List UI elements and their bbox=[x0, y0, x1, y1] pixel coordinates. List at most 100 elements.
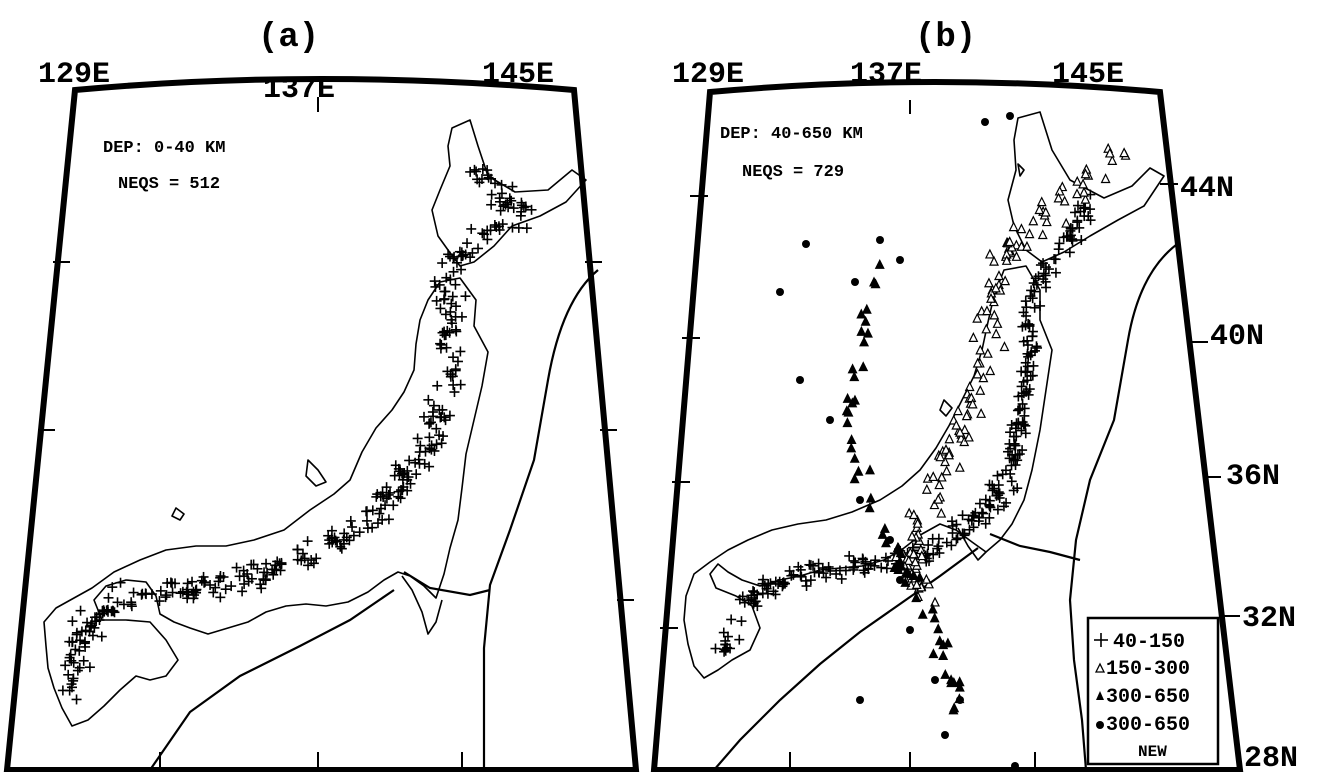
earthquake-plus bbox=[455, 346, 466, 357]
earthquake-plus bbox=[448, 266, 459, 277]
earthquake-plus bbox=[435, 303, 446, 314]
earthquake-plus bbox=[437, 258, 448, 269]
earthquake-filled-triangle bbox=[917, 608, 928, 619]
earthquake-filled-triangle bbox=[847, 363, 858, 374]
earthquake-plus bbox=[720, 645, 731, 656]
earthquake-plus bbox=[746, 590, 757, 601]
earthquake-plus bbox=[303, 560, 314, 571]
earthquake-plus bbox=[347, 522, 358, 533]
earthquake-plus bbox=[1053, 244, 1064, 255]
earthquake-plus bbox=[372, 518, 383, 529]
earthquake-plus bbox=[335, 541, 346, 552]
earthquake-plus bbox=[968, 522, 979, 533]
panel-a: (a) 129E 137E 145E DEP: 0-40 KM NEQS = 5… bbox=[3, 19, 640, 772]
earthquake-open-triangle bbox=[940, 456, 951, 467]
earthquake-plus bbox=[460, 291, 471, 302]
earthquake-dot bbox=[856, 496, 864, 504]
earthquake-plus bbox=[445, 369, 456, 380]
earthquake-plus bbox=[1029, 345, 1040, 356]
earthquake-open-triangle bbox=[991, 328, 1002, 339]
earthquake-plus bbox=[880, 552, 891, 563]
earthquake-plus bbox=[451, 301, 462, 312]
earthquake-plus bbox=[302, 536, 313, 547]
earthquake-plus bbox=[361, 515, 372, 526]
earthquake-plus bbox=[1027, 331, 1038, 342]
earthquake-plus bbox=[103, 592, 114, 603]
earthquake-plus bbox=[418, 411, 429, 422]
earthquake-plus bbox=[74, 662, 85, 673]
earthquake-open-triangle bbox=[1034, 204, 1045, 215]
earthquake-open-triangle bbox=[908, 548, 919, 559]
earthquake-plus bbox=[850, 557, 861, 568]
earthquake-plus bbox=[94, 615, 105, 626]
earthquake-plus bbox=[439, 330, 450, 341]
earthquake-plus bbox=[259, 567, 270, 578]
earthquake-filled-triangle bbox=[928, 648, 939, 659]
earthquake-plus bbox=[825, 565, 836, 576]
earthquake-plus bbox=[447, 291, 458, 302]
earthquake-filled-triangle bbox=[929, 612, 940, 623]
earthquake-open-triangle bbox=[944, 449, 955, 460]
earthquake-plus bbox=[1072, 200, 1083, 211]
earthquake-plus bbox=[456, 264, 467, 275]
earthquake-dot bbox=[1006, 112, 1014, 120]
earthquake-plus bbox=[1016, 366, 1027, 377]
earthquake-plus bbox=[447, 371, 458, 382]
earthquake-plus bbox=[395, 493, 406, 504]
earthquake-plus bbox=[876, 562, 887, 573]
earthquake-open-triangle bbox=[929, 499, 940, 510]
earthquake-open-triangle bbox=[986, 292, 996, 303]
earthquake-plus bbox=[188, 593, 199, 604]
earthquake-plus bbox=[1065, 230, 1076, 241]
earthquake-plus bbox=[1022, 375, 1033, 386]
earthquake-plus bbox=[323, 530, 334, 541]
earthquake-filled-triangle bbox=[954, 681, 965, 692]
earthquake-plus bbox=[1067, 223, 1078, 234]
earthquake-plus bbox=[97, 608, 108, 619]
earthquake-plus bbox=[450, 324, 461, 335]
earthquake-open-triangle bbox=[935, 451, 946, 462]
panel-a-earthquakes bbox=[57, 164, 537, 705]
earthquake-plus bbox=[154, 596, 165, 607]
earthquake-plus bbox=[276, 559, 287, 570]
earthquake-plus bbox=[231, 562, 242, 573]
panel-b-depth-range: DEP: 40-650 KM bbox=[720, 125, 863, 144]
earthquake-plus bbox=[448, 352, 459, 363]
earthquake-plus bbox=[243, 576, 254, 587]
earthquake-open-triangle bbox=[961, 410, 972, 421]
earthquake-plus bbox=[175, 588, 186, 599]
panel-a-coastline bbox=[43, 119, 587, 727]
earthquake-filled-triangle bbox=[933, 623, 944, 634]
earthquake-plus bbox=[361, 506, 372, 517]
earthquake-open-triangle bbox=[954, 461, 965, 472]
earthquake-open-triangle bbox=[951, 419, 962, 430]
earthquake-open-triangle bbox=[1079, 186, 1089, 197]
earthquake-plus bbox=[788, 569, 799, 580]
earthquake-open-triangle bbox=[1000, 275, 1011, 286]
earthquake-plus bbox=[984, 512, 995, 523]
earthquake-filled-triangle bbox=[849, 371, 860, 382]
panel-b: (b) 129E 137E 145E 44N 40N 36N 32N 28N D… bbox=[650, 19, 1298, 772]
earthquake-open-triangle bbox=[1053, 192, 1064, 203]
plus-icon bbox=[1094, 633, 1108, 647]
earthquake-plus bbox=[274, 558, 285, 569]
filled-triangle-icon bbox=[1096, 691, 1104, 700]
earthquake-filled-triangle bbox=[895, 547, 906, 558]
earthquake-plus bbox=[800, 575, 811, 586]
earthquake-plus bbox=[440, 309, 451, 320]
earthquake-plus bbox=[1085, 215, 1096, 226]
legend-item-filled-triangle: 300-650 bbox=[1096, 686, 1190, 709]
earthquake-dot bbox=[826, 416, 834, 424]
earthquake-plus bbox=[814, 567, 825, 578]
earthquake-plus bbox=[441, 272, 452, 283]
earthquake-plus bbox=[449, 387, 460, 398]
earthquake-open-triangle bbox=[1104, 147, 1115, 158]
earthquake-open-triangle bbox=[981, 323, 992, 334]
earthquake-plus bbox=[424, 432, 435, 443]
panel-b-ticks bbox=[660, 100, 1240, 770]
earthquake-plus bbox=[951, 534, 962, 545]
earthquake-open-triangle bbox=[964, 381, 975, 392]
earthquake-filled-triangle bbox=[877, 528, 888, 539]
earthquake-plus bbox=[991, 490, 1002, 501]
